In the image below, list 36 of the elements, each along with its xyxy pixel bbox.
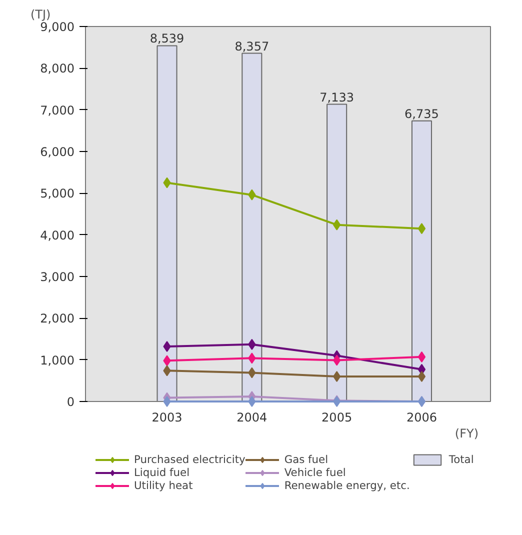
point — [332, 371, 341, 382]
point — [163, 396, 171, 407]
y-tick-label: 5,000 — [40, 186, 75, 201]
y-tick-label: 8,000 — [40, 62, 75, 76]
y-tick-label: 4,000 — [40, 228, 75, 242]
y-tick-label: 9,000 — [40, 20, 75, 34]
y-axis-title: (TJ) — [30, 8, 51, 22]
data-label: 8,357 — [234, 39, 270, 54]
legend-label: Renewable energy, etc. — [284, 479, 410, 492]
legend-label: Utility heat — [134, 479, 193, 492]
y-tick-label: 3,000 — [40, 270, 75, 284]
data-label: 7,133 — [320, 90, 354, 104]
legend-label: Total — [448, 453, 474, 466]
point — [418, 351, 426, 362]
point — [163, 341, 171, 352]
y-tick-label: 7,000 — [40, 103, 75, 118]
x-tick-label: 2004 — [236, 410, 268, 424]
x-axis-title: (FY) — [454, 426, 479, 440]
y-tick-label: 0 — [66, 395, 75, 409]
x-tick-label: 2006 — [406, 410, 438, 424]
data-label: 6,735 — [404, 106, 439, 121]
legend-label: Purchased electricity — [134, 453, 246, 466]
data-label: 8,539 — [150, 32, 184, 46]
y-tick-label: 2,000 — [40, 312, 75, 326]
point — [332, 354, 341, 366]
legend-label: Gas fuel — [284, 453, 328, 466]
legend-label: Vehicle fuel — [284, 466, 346, 479]
y-tick-label: 1,000 — [40, 353, 75, 368]
y-tick-label: 6,000 — [40, 145, 75, 159]
legend-label: Liquid fuel — [134, 466, 190, 479]
x-tick-label: 2003 — [152, 410, 182, 424]
point — [418, 223, 426, 234]
point — [418, 371, 426, 382]
x-tick-label: 2005 — [322, 410, 352, 424]
point — [332, 219, 341, 230]
point — [248, 396, 256, 407]
